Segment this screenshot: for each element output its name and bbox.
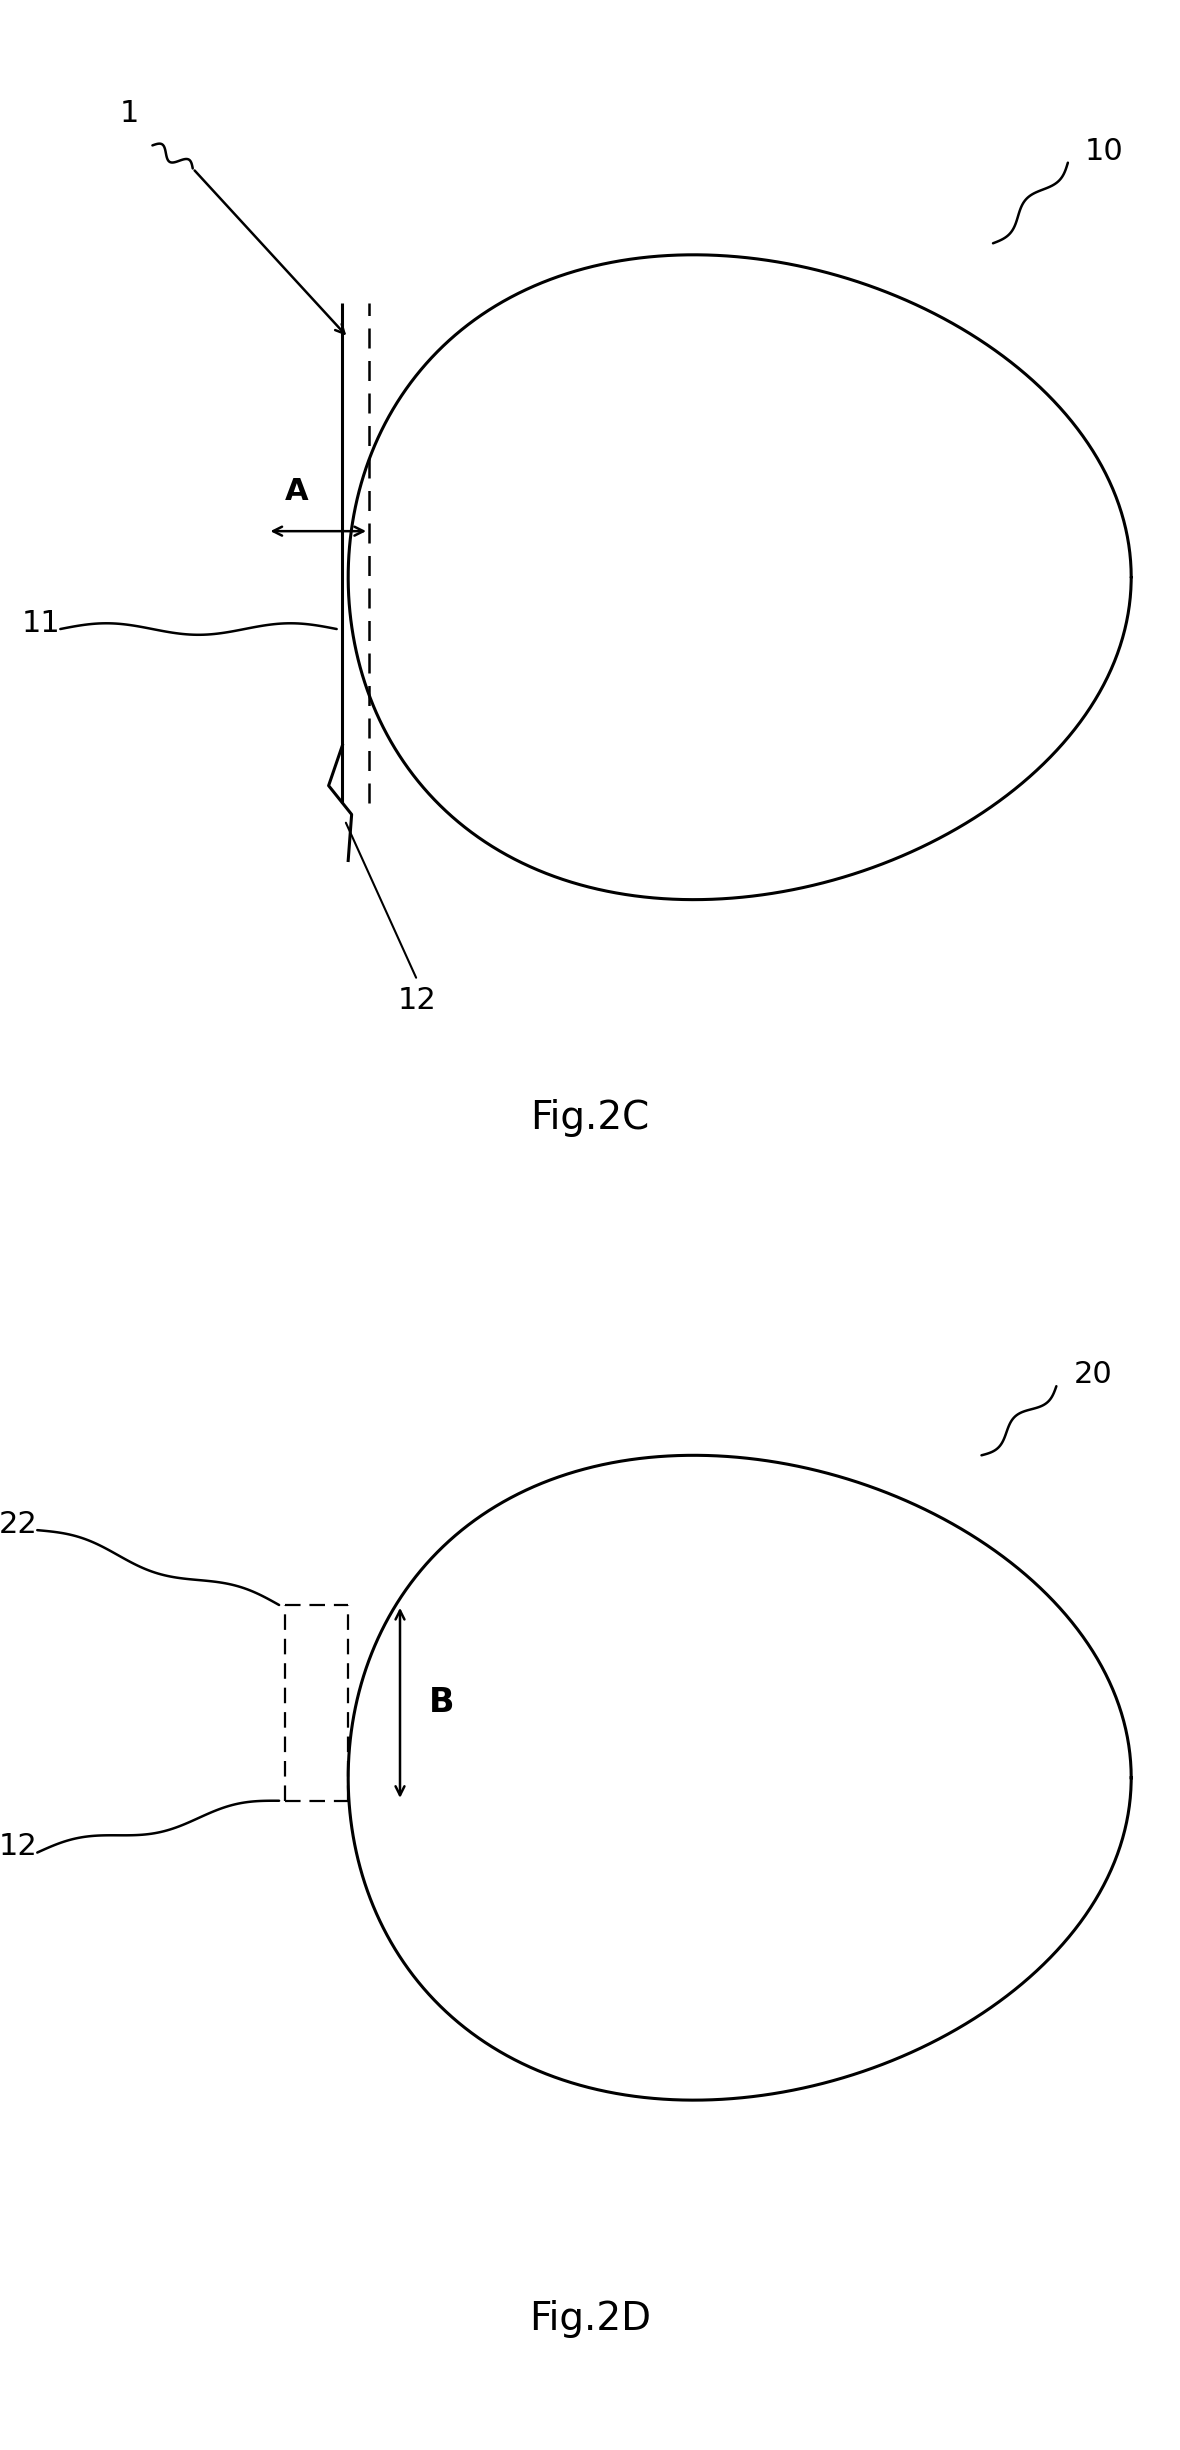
Text: A: A (284, 478, 308, 505)
Text: 22: 22 (0, 1509, 38, 1539)
Text: 12: 12 (398, 985, 437, 1014)
Text: B: B (428, 1686, 454, 1720)
Text: 10: 10 (1086, 137, 1123, 167)
Text: 11: 11 (21, 608, 60, 637)
Text: 20: 20 (1074, 1360, 1113, 1389)
Text: Fig.2D: Fig.2D (529, 2301, 651, 2337)
Text: 1: 1 (119, 100, 139, 127)
Text: 12: 12 (0, 1833, 38, 1862)
Text: Fig.2C: Fig.2C (530, 1100, 650, 1137)
